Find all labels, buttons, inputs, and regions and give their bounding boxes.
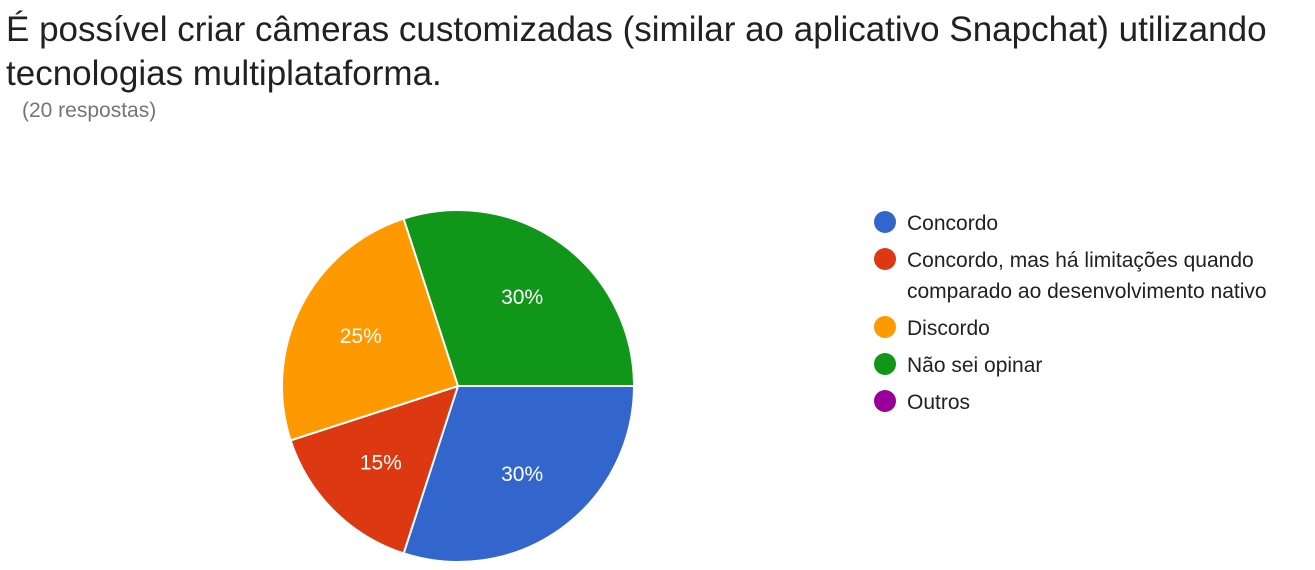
question-title: É possível criar câmeras customizadas (s… [6, 10, 1267, 93]
legend-label-3: Discordo [907, 317, 990, 340]
pie-slice-3[interactable] [281, 217, 460, 442]
legend-item-1[interactable]: Concordo [874, 208, 1310, 239]
legend-label-2: Concordo, mas há limitações quando compa… [907, 249, 1267, 303]
response-count: (20 respostas) [22, 99, 157, 122]
slice-label-1: 30% [501, 463, 543, 486]
pie-slice-1[interactable] [402, 385, 636, 563]
legend-swatch-4 [874, 353, 896, 375]
legend-item-3[interactable]: Discordo [874, 313, 1310, 344]
legend-item-5[interactable]: Outros [874, 387, 1310, 418]
pie-labels: 30% 15% 25% 30% [340, 286, 543, 486]
slice-label-2: 15% [360, 452, 402, 475]
chart-legend: Concordo Concordo, mas há limitações quan… [874, 208, 1310, 424]
legend-label-5: Outros [907, 391, 971, 414]
legend-swatch-3 [874, 316, 896, 338]
legend-label-4: Não sei opinar [907, 354, 1043, 377]
pie-slice-4[interactable] [402, 209, 636, 387]
legend-label-1: Concordo [907, 212, 999, 235]
legend-swatch-1 [874, 211, 896, 233]
pie-slice-2[interactable] [289, 384, 460, 555]
slice-label-4: 30% [501, 286, 543, 309]
legend-item-4[interactable]: Não sei opinar [874, 350, 1310, 381]
slice-label-3: 25% [340, 325, 382, 348]
pie-chart: 30% 15% 25% 30% [281, 209, 636, 563]
legend-swatch-5 [874, 390, 896, 412]
legend-swatch-2 [874, 248, 896, 270]
legend-item-2[interactable]: Concordo, mas há limitações quando compa… [874, 245, 1310, 307]
pie-slices [281, 209, 636, 563]
